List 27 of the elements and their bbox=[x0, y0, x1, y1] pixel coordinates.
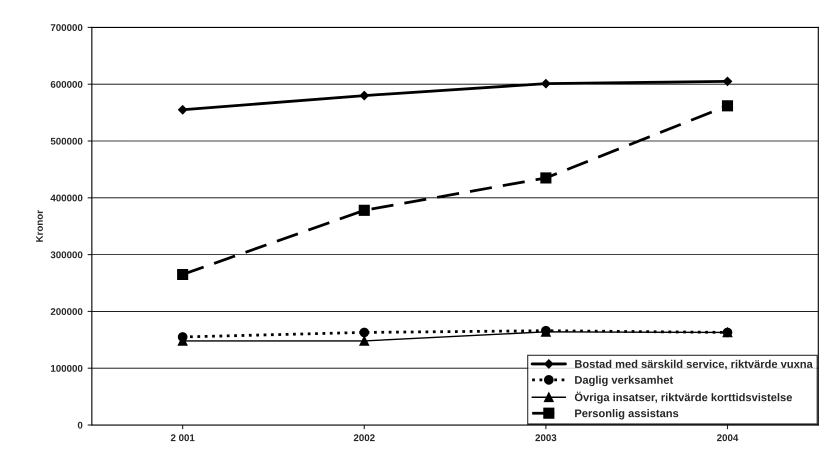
legend-label: Personlig assistans bbox=[575, 409, 678, 420]
y-tick-label: 0 bbox=[78, 422, 82, 429]
point bbox=[360, 90, 369, 100]
point bbox=[178, 105, 188, 114]
point bbox=[722, 100, 734, 112]
y-tick-label: 400000 bbox=[50, 194, 82, 202]
legend-label: Bostad med särskild service, riktvärde vuxna bbox=[575, 360, 813, 370]
y-tick-label: 500000 bbox=[50, 138, 82, 145]
y-tick-label: 300000 bbox=[50, 251, 82, 258]
y-tick-label: 600000 bbox=[50, 80, 82, 88]
point bbox=[541, 79, 551, 88]
y-axis-title: Kronor bbox=[36, 210, 43, 242]
point bbox=[540, 172, 552, 184]
legend-label: Övriga insatser, riktvärde korttidsvistelse bbox=[574, 392, 792, 404]
point bbox=[358, 204, 370, 216]
y-tick-label: 100000 bbox=[50, 364, 82, 372]
point bbox=[359, 336, 370, 346]
x-tick-label: 2004 bbox=[717, 434, 738, 442]
x-tick-label: 2002 bbox=[354, 434, 375, 442]
point bbox=[177, 268, 188, 280]
legend-label: Daglig verksamhet bbox=[575, 376, 674, 386]
y-tick-label: 200000 bbox=[50, 308, 82, 316]
x-tick-label: 2 001 bbox=[170, 434, 195, 442]
point bbox=[722, 76, 732, 86]
x-tick-label: 2003 bbox=[535, 434, 556, 442]
y-tick-label: 700000 bbox=[50, 24, 82, 32]
point bbox=[359, 328, 370, 338]
